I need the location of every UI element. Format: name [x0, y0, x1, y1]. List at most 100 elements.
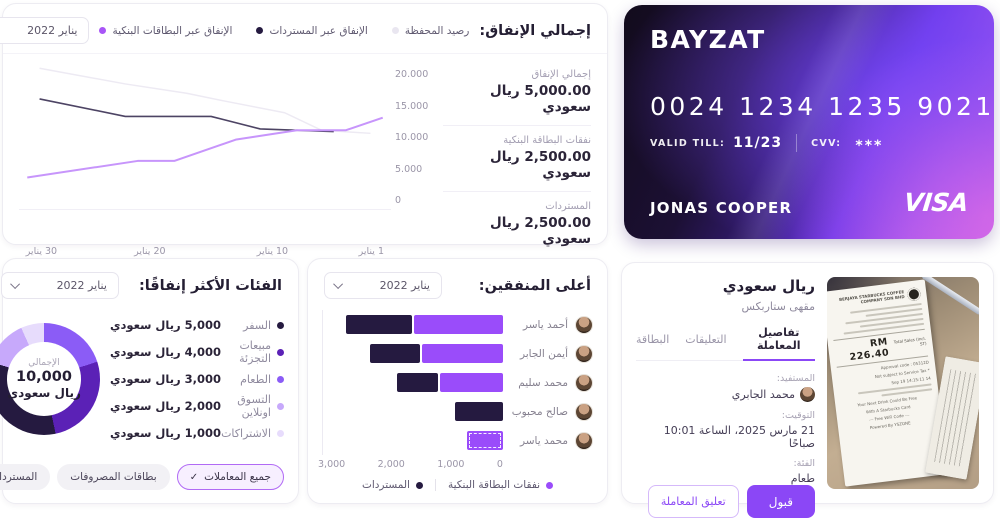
spending-line-chart: 20.000 15.000 10.000 5.000 0 1 يناير 10 يناير… [20, 60, 436, 257]
category-amount: 3,000 ريال سعودي [110, 372, 223, 386]
stat-label: المستردات [546, 201, 592, 212]
bar-segment-bank-cards [468, 431, 504, 450]
spender-avatar [576, 344, 594, 363]
bar-segment-bank-cards [423, 344, 504, 363]
category-legend-row: مبيعات التجزئة 4,000 ريال سعودي [110, 339, 285, 365]
legend-dot-icon [278, 402, 285, 410]
filter-chip-unselected[interactable]: المستردات [0, 464, 52, 490]
categories-period-value: يناير 2022 [57, 279, 108, 292]
cvv-label: CVV: [812, 137, 843, 149]
categories-period-selector[interactable]: يناير 2022 [1, 272, 120, 299]
divider [797, 134, 799, 152]
spender-avatar [576, 373, 594, 392]
receipt-photo[interactable]: BERJAYA STARBUCKS COFFEE COMPANY SDN BHD T… [828, 277, 980, 489]
field-value: 21 مارس 2025، الساعة 10:01 صباحًا [637, 424, 816, 450]
bar-segment-bank-cards [441, 373, 504, 392]
legend-label: المستردات [362, 479, 411, 491]
cvv-value: *** [856, 138, 885, 154]
transaction-filter-chips: جميع المعاملات بطاقات المصروفات المستردات [0, 455, 299, 503]
y-axis-tick: 15.000 [396, 100, 430, 112]
legend-label: الإنفاق عبر المستردات [270, 24, 369, 37]
spending-stat: إجمالي الإنفاق 5,000.00 ريال سعودي [444, 60, 592, 125]
transaction-tabs: تفاصيل المعاملة التعليقات البطاقة [637, 326, 816, 361]
spender-row: صالح محبوب [323, 397, 594, 426]
categories-donut-chart: الإجمالي 10,000 ريال سعودي [0, 323, 101, 435]
category-name: الاشتراكات [222, 427, 285, 440]
spender-avatar [576, 431, 594, 450]
field-label: المستفيد: [777, 373, 816, 384]
y-axis-tick: 20.000 [396, 69, 430, 80]
legend-item: الإنفاق عبر البطاقات البنكية [100, 25, 233, 37]
legend-label: رصيد المحفظة [405, 24, 471, 37]
x-axis-tick: 0 [497, 459, 504, 470]
x-axis-tick: 2,000 [378, 459, 406, 470]
category-label: مبيعات التجزئة [240, 339, 272, 365]
starbucks-logo-icon [907, 287, 923, 302]
spender-row: أحمد ياسر [323, 310, 594, 339]
filter-chip-selected[interactable]: جميع المعاملات [177, 464, 285, 490]
field-value: محمد الجابري [637, 387, 816, 402]
transaction-currency-title: ريال سعودي [723, 277, 816, 295]
spenders-period-selector[interactable]: يناير 2022 [325, 272, 443, 299]
spending-chart-body: إجمالي الإنفاق 5,000.00 ريال سعودي نفقات ا… [4, 54, 608, 265]
spender-name: محمد ياسر [520, 434, 569, 447]
accept-button[interactable]: قبول [747, 485, 816, 518]
spending-stat: نفقات البطاقة البنكية 2,500.00 ريال سعودي [444, 125, 592, 191]
legend-label: الإنفاق عبر البطاقات البنكية [113, 24, 234, 37]
valid-till-value: 11/23 [734, 135, 784, 151]
line-series [28, 116, 385, 179]
tab-inactive[interactable]: البطاقة [637, 326, 670, 360]
suspend-transaction-button[interactable]: تعليق المعاملة [648, 485, 740, 518]
transaction-fields: المستفيد: محمد الجابري التوقيت: 21 مارس 202… [637, 365, 816, 485]
pen-decoration [922, 277, 980, 316]
legend-dot-icon [278, 375, 285, 383]
bayzat-bank-card: BAYZAT 0024 1234 1235 9021 VALID TILL: 1… [625, 5, 995, 239]
bar-segment-refunds [346, 315, 413, 334]
category-label: الطعام [241, 372, 272, 386]
spender-bar [323, 426, 504, 455]
field-value-text: 21 مارس 2025، الساعة 10:01 صباحًا [664, 424, 816, 450]
tab-active[interactable]: تفاصيل المعاملة [743, 326, 816, 361]
tab-inactive[interactable]: التعليقات [686, 326, 727, 360]
chip-label: المستردات [0, 471, 39, 483]
total-spending-header: إجمالي الإنفاق: رصيد المحفظة الإنفاق عبر … [0, 4, 608, 54]
bar-segment-refunds [456, 402, 504, 421]
x-axis-tick: 10 يناير [257, 246, 290, 257]
spenders-period-value: يناير 2022 [380, 279, 431, 292]
card-number: 0024 1234 1235 9021 [651, 92, 996, 121]
categories-body: السفر 5,000 ريال سعودي مبيعات التجزئة 4,000… [0, 303, 299, 455]
spender-name-block: أحمد ياسر [504, 315, 594, 334]
card-meta: VALID TILL: 11/23 CVV: *** [651, 134, 969, 154]
top-categories-header: الفئات الأكثر إنفاقًا: يناير 2022 [1, 259, 299, 303]
filter-chip-unselected[interactable]: بطاقات المصروفات [58, 464, 171, 490]
total-spending-title: إجمالي الإنفاق: [480, 22, 592, 39]
x-axis-tick: 30 يناير [26, 246, 59, 257]
spender-avatar [576, 402, 594, 421]
beneficiary-avatar [801, 387, 816, 402]
legend-dot-icon [278, 348, 285, 356]
field-value-text: محمد الجابري [732, 388, 796, 401]
spending-line-svg [20, 67, 392, 210]
spender-name-block: صالح محبوب [504, 402, 594, 421]
spender-bar [323, 339, 504, 368]
spender-avatar [576, 315, 594, 334]
spenders-legend: نفقات البطاقة البنكية المستردات [309, 471, 608, 503]
top-spenders-header: أعلى المنفقين: يناير 2022 [309, 259, 608, 308]
receipt-total-label: Total Sales (Incl. ST) [894, 335, 928, 347]
donut-total-label: الإجمالي [29, 358, 61, 368]
legend-dot-icon [257, 27, 265, 34]
category-label: الاشتراكات [222, 426, 272, 440]
category-label: السفر [244, 318, 272, 332]
donut-center: الإجمالي 10,000 ريال سعودي [7, 342, 82, 416]
spending-period-selector[interactable]: يناير 2022 [0, 17, 91, 44]
spender-row: محمد ياسر [323, 426, 594, 455]
legend-divider [435, 479, 437, 491]
field-label: الفئة: [794, 458, 816, 469]
spender-row: أيمن الجابر [323, 339, 594, 368]
legend-dot-icon [278, 429, 285, 437]
legend-item: نفقات البطاقة البنكية [449, 479, 555, 491]
spending-chart-legend: رصيد المحفظة الإنفاق عبر المستردات الإنفاق… [100, 25, 470, 37]
receipt-total-amount: RM 226.40 [850, 336, 891, 364]
line-series [40, 67, 372, 135]
category-amount: 4,000 ريال سعودي [110, 345, 223, 359]
